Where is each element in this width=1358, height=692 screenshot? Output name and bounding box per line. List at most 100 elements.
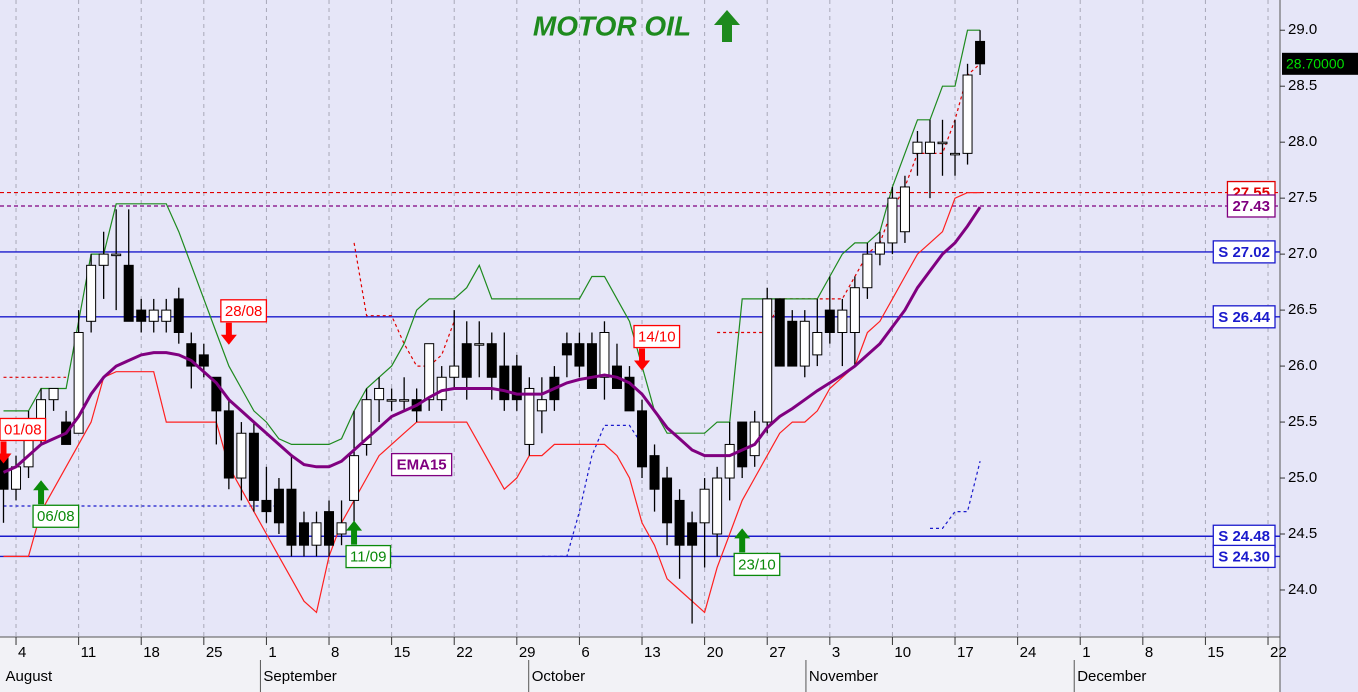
candle-body: [912, 141, 923, 154]
x-tick-label: 1: [268, 644, 276, 661]
candle-body: [98, 253, 109, 266]
candle-body: [336, 522, 347, 535]
candle-body: [586, 343, 597, 389]
level-label-box: [1212, 305, 1276, 329]
candle-body: [699, 488, 710, 524]
candle-body: [248, 432, 259, 501]
signal-arrow: [734, 528, 751, 553]
signal-arrow: [0, 441, 12, 464]
signal-label-box: [32, 504, 80, 528]
candle-body: [198, 354, 209, 367]
level-label-box: [1212, 544, 1276, 569]
x-tick-label: 10: [894, 644, 911, 661]
overlay-line: [3, 29, 981, 445]
candle-body: [837, 309, 848, 333]
candle-body: [799, 320, 810, 367]
candle-body: [499, 365, 510, 401]
candle-body: [862, 253, 873, 289]
month-label: November: [809, 668, 878, 685]
candle-body: [161, 309, 172, 322]
y-tick-label: 26.0: [1288, 357, 1317, 374]
ema-line: [2, 206, 982, 474]
candle-body: [712, 477, 723, 535]
candle-body: [524, 387, 535, 445]
x-tick-label: 8: [1145, 644, 1153, 661]
signal-label-box: [733, 552, 781, 577]
signal-label: 28/08: [225, 303, 263, 320]
signal-arrow: [33, 480, 50, 505]
candle-body: [599, 331, 610, 378]
candle-body: [787, 320, 798, 367]
date-axis-area: [0, 637, 1280, 692]
signal-label-box: [0, 417, 47, 442]
x-tick-label: 27: [769, 644, 786, 661]
candle-body: [386, 399, 397, 402]
candle-body: [536, 399, 547, 412]
y-tick-label: 29.0: [1288, 21, 1317, 38]
candle-body: [374, 387, 385, 401]
y-tick-label: 25.5: [1288, 413, 1317, 430]
candle-body: [311, 522, 322, 546]
x-tick-label: 24: [1020, 644, 1037, 661]
candle-body: [449, 365, 460, 378]
x-tick-label: 6: [581, 644, 589, 661]
candle-body: [674, 499, 685, 546]
title-arrow: [714, 10, 740, 42]
candle-body: [924, 141, 935, 154]
candle-body: [11, 466, 22, 490]
y-tick-label: 24.5: [1288, 525, 1317, 542]
month-label: September: [263, 668, 336, 685]
candle-body: [474, 343, 485, 346]
candle-body: [561, 343, 572, 356]
signal-label: 23/10: [738, 556, 776, 573]
candle-body: [887, 197, 898, 244]
signal-label: 14/10: [638, 329, 676, 346]
level-label: S 27.02: [1218, 244, 1270, 261]
candle-body: [687, 522, 698, 546]
overlay-line: [3, 424, 981, 557]
candle-body: [236, 432, 247, 479]
overlay-line: [3, 192, 981, 614]
level-label-box: [1226, 194, 1276, 218]
y-tick-label: 27.0: [1288, 245, 1317, 262]
x-tick-label: 17: [957, 644, 974, 661]
ema-label-box: [390, 452, 453, 477]
signal-label: 06/08: [37, 508, 75, 525]
x-tick-label: 22: [456, 644, 473, 661]
last-price-label: 28.70000: [1286, 56, 1345, 72]
candle-body: [624, 376, 635, 412]
chart-title: MOTOR OIL: [533, 10, 691, 41]
candle-body: [950, 152, 961, 156]
candle-body: [349, 455, 360, 501]
signal-label-box: [633, 324, 681, 349]
x-tick-label: 8: [331, 644, 339, 661]
candle-body: [762, 298, 773, 423]
x-tick-label: 3: [832, 644, 840, 661]
y-tick-label: 28.5: [1288, 77, 1317, 94]
candle-body: [937, 141, 948, 145]
candle-body: [436, 376, 447, 401]
x-tick-label: 15: [1207, 644, 1224, 661]
candle-body: [48, 387, 59, 401]
candle-body: [662, 477, 673, 524]
candle-body: [737, 421, 748, 468]
y-tick-label: 27.5: [1288, 189, 1317, 206]
candle-body: [286, 488, 297, 546]
level-label-box: [1212, 240, 1276, 264]
level-label: 27.43: [1232, 198, 1270, 215]
signal-label-box: [345, 544, 392, 569]
x-tick-label: 1: [1082, 644, 1090, 661]
candle-body: [874, 242, 885, 255]
x-tick-label: 4: [18, 644, 26, 661]
last-price-box: [1282, 52, 1358, 75]
x-tick-label: 13: [644, 644, 661, 661]
candle-body: [724, 443, 735, 479]
candle-body: [849, 287, 860, 333]
candle-body: [298, 522, 309, 546]
candle-body: [148, 309, 159, 322]
signal-label: 11/09: [350, 549, 386, 566]
signal-arrow: [634, 348, 651, 371]
candle-body: [774, 298, 785, 367]
candle-body: [273, 488, 284, 524]
